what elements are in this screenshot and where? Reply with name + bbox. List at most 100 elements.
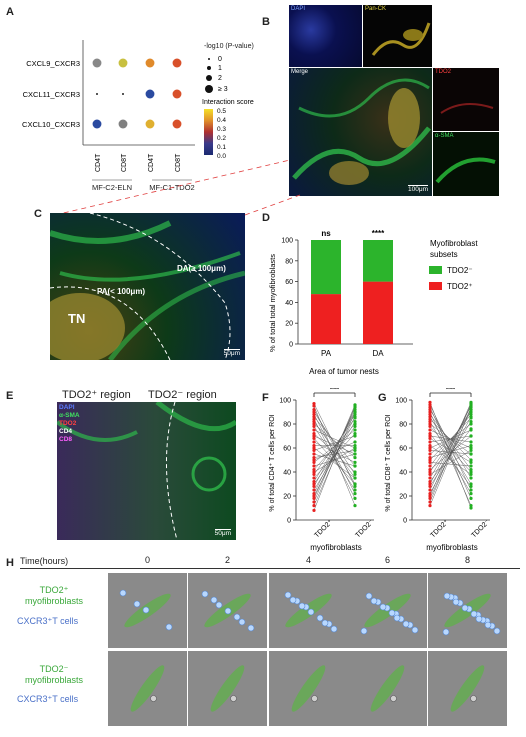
pair-line <box>313 421 356 491</box>
ytick: 60 <box>283 446 291 453</box>
dotplot-col-label: CD4T <box>95 153 102 172</box>
point-tdo2-pos <box>428 436 432 440</box>
point-tdo2-pos <box>428 496 432 500</box>
d-xtick: PA <box>321 349 332 358</box>
panel-f-label: F <box>262 392 269 404</box>
point-tdo2-neg <box>469 470 473 474</box>
size-legend-2: 2 <box>218 75 222 82</box>
d-ytick: 80 <box>285 258 293 265</box>
pair-line <box>313 423 356 470</box>
point-tdo2-neg <box>353 496 357 500</box>
point-tdo2-pos <box>312 432 316 436</box>
ytick: 0 <box>403 518 407 525</box>
point-tdo2-neg <box>469 448 473 452</box>
sig-marker: *** <box>330 388 340 394</box>
point-tdo2-pos <box>312 488 316 492</box>
colorbar-tick: 0.3 <box>217 126 226 133</box>
point-tdo2-neg <box>353 404 357 408</box>
pair-line <box>429 404 472 491</box>
point-tdo2-pos <box>312 444 316 448</box>
ytick: 100 <box>395 398 407 405</box>
colorbar-tick: 0.5 <box>217 108 226 115</box>
pair-line <box>313 435 356 455</box>
point-tdo2-pos <box>312 428 316 432</box>
point-tdo2-pos <box>428 484 432 488</box>
point-tdo2-neg <box>469 405 473 409</box>
panel-e-label: E <box>6 390 14 402</box>
colorbar-tick: 0.2 <box>217 135 226 142</box>
time-point-label: 0 <box>144 555 150 565</box>
pa-label: PA(< 100μm) <box>97 287 146 296</box>
point-tdo2-neg <box>353 470 357 474</box>
point-tdo2-neg <box>469 410 473 414</box>
pair-line <box>429 450 472 475</box>
point-tdo2-pos <box>312 480 316 484</box>
point-tdo2-neg <box>469 468 473 472</box>
point-tdo2-pos <box>428 448 432 452</box>
timelapse-tile-tdo2-neg <box>269 651 348 726</box>
row1-cell-type: TDO2⁺ myofibroblasts <box>24 585 84 606</box>
d-ytick: 100 <box>281 238 293 245</box>
xtick: TDO2⁻ <box>470 518 491 539</box>
point-tdo2-neg <box>353 434 357 438</box>
dotplot-dot <box>96 93 98 95</box>
point-tdo2-pos <box>312 452 316 456</box>
point-tdo2-neg <box>353 410 357 414</box>
pair-line <box>429 403 472 503</box>
time-axis <box>20 568 520 569</box>
point-tdo2-pos <box>312 458 316 462</box>
point-tdo2-neg <box>469 482 473 486</box>
ytick: 40 <box>283 470 291 477</box>
point-tdo2-pos <box>312 422 316 426</box>
point-tdo2-pos <box>312 404 316 408</box>
point-tdo2-pos <box>428 456 432 460</box>
dotplot-dot <box>145 58 155 68</box>
point-tdo2-neg <box>353 408 357 412</box>
pair-line <box>429 450 472 455</box>
panel-g-xlabel: myofibroblasts <box>426 543 478 552</box>
pair-line <box>429 409 472 499</box>
ytick: 60 <box>399 446 407 453</box>
point-tdo2-pos <box>312 456 316 460</box>
point-tdo2-neg <box>353 492 357 496</box>
point-tdo2-neg <box>353 476 357 480</box>
pair-line <box>429 438 472 463</box>
dotplot-dot <box>118 58 128 68</box>
point-tdo2-neg <box>469 402 473 406</box>
pair-line <box>313 421 356 479</box>
pair-line <box>313 414 356 482</box>
ytick: 40 <box>399 470 407 477</box>
point-tdo2-pos <box>428 405 432 409</box>
point-tdo2-neg <box>469 496 473 500</box>
row2-tcells: CXCR3⁺T cells <box>17 694 79 704</box>
ytick: 80 <box>283 422 291 429</box>
region-pos-label: TDO2⁺ region <box>62 389 131 401</box>
point-tdo2-neg <box>353 420 357 424</box>
dotplot-row-label: CXCL11_CXCR3 <box>23 90 80 99</box>
colorbar-tick: 0.4 <box>217 117 226 124</box>
point-tdo2-neg <box>469 412 473 416</box>
dotplot-dot <box>92 58 102 68</box>
point-tdo2-neg <box>353 482 357 486</box>
ytick: 80 <box>399 422 407 429</box>
point-tdo2-pos <box>428 470 432 474</box>
point-tdo2-neg <box>353 428 357 432</box>
panel-f-chart: 0 20 40 60 80 100 *** TDO2⁺ TDO2⁻ % of total CD4… <box>269 388 375 552</box>
point-tdo2-pos <box>312 420 316 424</box>
point-tdo2-pos <box>312 415 316 419</box>
panel-d-legend-title-2: subsets <box>430 250 458 259</box>
channel-dapi: DAPI <box>59 404 75 411</box>
point-tdo2-pos <box>312 500 316 504</box>
point-tdo2-pos <box>428 504 432 508</box>
size-legend-0: 0 <box>218 56 222 63</box>
point-tdo2-pos <box>312 472 316 476</box>
ytick: 20 <box>399 494 407 501</box>
pair-line <box>429 402 472 497</box>
channel-cd8: CD8 <box>59 436 73 443</box>
point-tdo2-pos <box>428 458 432 462</box>
point-tdo2-pos <box>312 484 316 488</box>
timelapse-tile-tdo2-pos <box>108 573 187 648</box>
point-tdo2-neg <box>353 456 357 460</box>
point-tdo2-pos <box>312 434 316 438</box>
dotplot-dot <box>122 93 124 95</box>
